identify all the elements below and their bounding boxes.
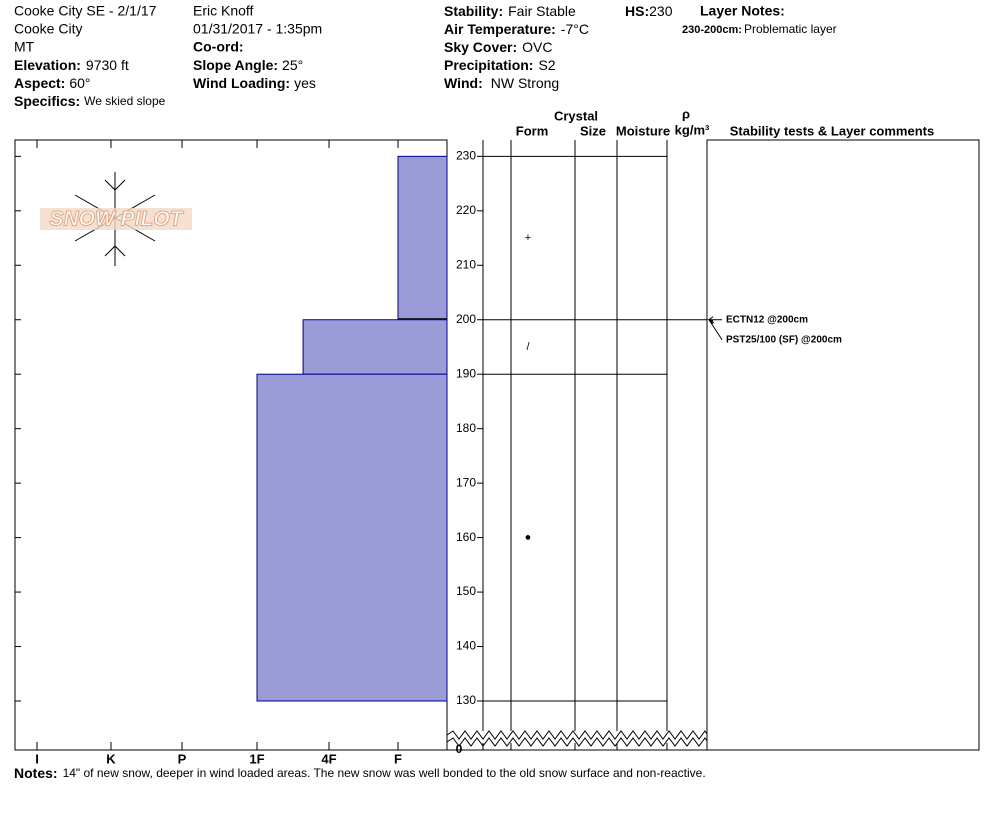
col-size: Size [580,123,606,138]
x-tick-label: F [394,751,402,766]
x-tick-label: I [35,751,39,766]
y-tick-label: 210 [456,257,476,271]
coord: Co-ord: [193,39,244,55]
y-tick-label: 160 [456,530,476,544]
layer [397,155,448,321]
x-tick-label: 4F [321,751,336,766]
datetime: 01/31/2017 - 1:35pm [193,21,322,37]
y-tick-label: 150 [456,584,476,598]
col-rho: ρ [682,106,690,121]
x-tick-label: K [106,751,116,766]
hs: HS:230 [625,3,673,19]
break-line [446,737,708,747]
layer [256,373,448,702]
wind: Wind: NW Strong [444,75,559,91]
x-tick-label: 1F [249,751,264,766]
slope-angle: Slope Angle: 25° [193,57,303,73]
test-arrow [708,319,723,341]
col-moisture: Moisture [616,123,670,138]
grain-form: ● [525,532,532,544]
col-crystal: Crystal [554,108,598,123]
y-tick-label: 230 [456,149,476,163]
grain-form: / [526,341,530,353]
y-tick-label: 220 [456,203,476,217]
col-density: kg/m³ [675,122,710,137]
y-tick-label: 200 [456,312,476,326]
location: Cooke City SE - 2/1/17 [14,3,157,19]
stability-test: ECTN12 @200cm [726,314,808,325]
notes: Notes: 14" of new snow, deeper in wind lo… [14,765,706,781]
sky-cover: Sky Cover: OVC [444,39,553,55]
y-tick-label: 180 [456,421,476,435]
break-line [446,730,708,740]
logo-band [40,208,192,230]
area: Cooke City [14,21,82,37]
stability: Stability: Fair Stable [444,3,576,19]
y-tick-label: 140 [456,639,476,653]
test-arrow-head [707,318,714,325]
logo-text: SNOW PILOT [50,208,185,231]
observer: Eric Knoff [193,3,254,19]
col-comments: Stability tests & Layer comments [730,123,934,138]
comments-frame [706,139,980,751]
col-form: Form [516,123,549,138]
grain-form: + [525,232,531,244]
stability-test: PST25/100 (SF) @200cm [726,334,842,345]
y-tick-label: 170 [456,475,476,489]
elevation: Elevation: 9730 ft [14,57,129,73]
wind-loading: Wind Loading: yes [193,75,316,91]
y-tick-label: 190 [456,366,476,380]
x-tick-label: P [178,751,187,766]
layer-notes-label: Layer Notes: [700,3,785,19]
layer [302,319,448,375]
air-temperature: Air Temperature: -7°C [444,21,589,37]
layer-note: 230-200cm: Problematic layer [682,22,837,36]
precipitation: Precipitation: S2 [444,57,556,73]
specifics: Specifics: We skied slope [14,93,166,109]
y-tick-label: 130 [456,693,476,707]
ground-tick-label: 0 [456,742,463,756]
aspect: Aspect: 60° [14,75,91,91]
state: MT [14,39,35,55]
